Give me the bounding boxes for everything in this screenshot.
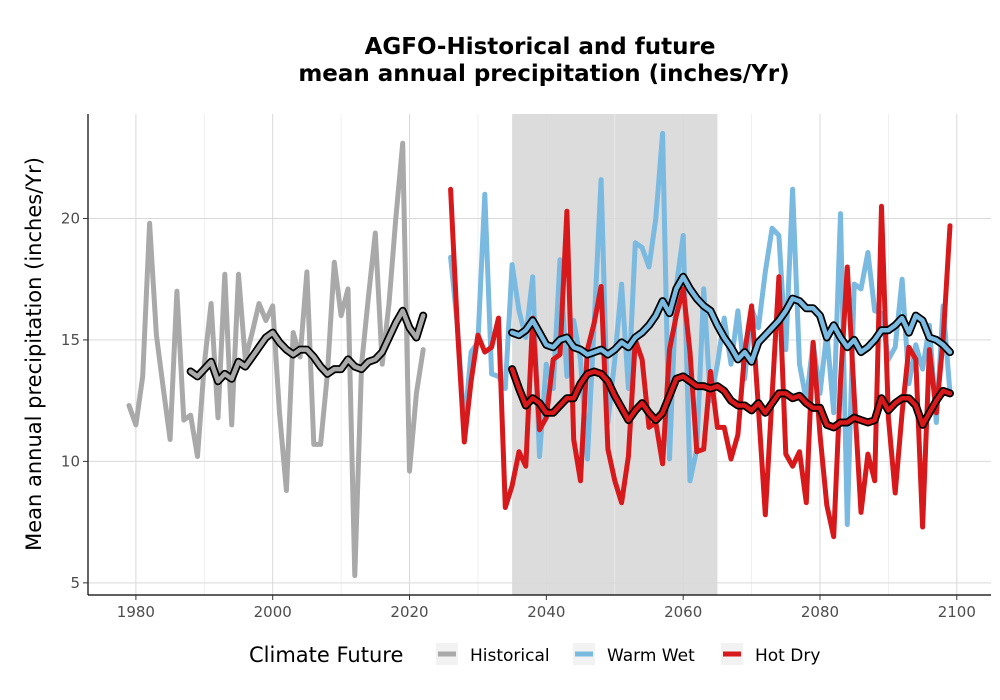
rolling-mean-line: [509, 366, 953, 430]
legend-title: Climate Future: [249, 643, 403, 667]
rolling-mean-hot-dry: [508, 365, 954, 432]
rolling-mean-line: [509, 274, 953, 365]
series-line-warm-wet: [448, 130, 953, 528]
x-tick-label: 2040: [527, 603, 565, 621]
x-tick-label: 2060: [664, 603, 702, 621]
y-tick-label: 15: [61, 331, 80, 349]
x-tick-label: 2020: [390, 603, 428, 621]
legend-item-warm-wet: Warm Wet: [573, 643, 695, 666]
y-tick-label: 5: [70, 574, 80, 592]
y-tick-label: 10: [61, 452, 80, 470]
series-layer: [126, 130, 954, 579]
legend-item-historical: Historical: [436, 643, 550, 666]
x-tick-label: 1980: [117, 603, 155, 621]
series-line-historical: [126, 140, 426, 579]
rolling-mean-warm-wet: [508, 272, 954, 366]
axes: 1980 2000 2020 2040 2060 2080 2100 5 10 15 20: [61, 114, 991, 621]
legend: Climate Future Historical Warm Wet Hot Dry: [249, 643, 820, 667]
rolling-mean-historical: [186, 306, 428, 386]
legend-label: Warm Wet: [607, 646, 695, 666]
chart-subtitle: mean annual precipitation (inches/Yr): [298, 61, 789, 87]
x-tick-label: 2100: [938, 603, 976, 621]
series-line-hot-dry: [448, 186, 953, 540]
legend-item-hot-dry: Hot Dry: [721, 643, 820, 666]
y-axis-title: Mean annual precipitation (inches/Yr): [22, 157, 46, 551]
legend-label: Hot Dry: [755, 646, 820, 666]
rolling-mean-line: [188, 308, 426, 384]
y-tick-label: 20: [61, 209, 80, 227]
chart-title: AGFO-Historical and future mean annual p…: [298, 34, 789, 87]
chart-title-line1: AGFO-Historical and future: [365, 34, 716, 60]
x-tick-label: 2000: [254, 603, 292, 621]
x-tick-label: 2080: [801, 603, 839, 621]
legend-label: Historical: [470, 646, 550, 666]
